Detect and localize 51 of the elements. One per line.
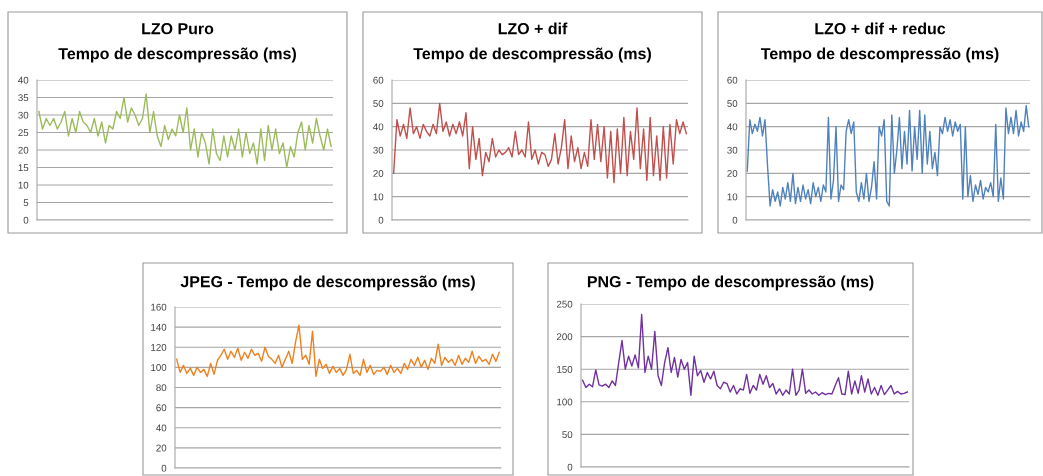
y-tick-label: 40 bbox=[373, 123, 384, 131]
y-tick-label: 50 bbox=[562, 431, 573, 439]
y-tick-label: 20 bbox=[156, 444, 167, 452]
y-tick-label: 200 bbox=[556, 333, 573, 341]
line-series bbox=[392, 102, 688, 184]
line-series bbox=[38, 93, 332, 169]
y-tick-label: 10 bbox=[727, 193, 738, 201]
y-tick-label: 20 bbox=[727, 170, 738, 177]
y-tick-label: 50 bbox=[373, 100, 384, 107]
y-tick-label: 30 bbox=[373, 146, 384, 154]
y-tick-label: 160 bbox=[151, 303, 167, 311]
y-tick-label: 40 bbox=[18, 76, 29, 84]
y-tick-label: 20 bbox=[18, 146, 29, 154]
y-tick-label: 60 bbox=[156, 404, 167, 412]
y-tick-label: 40 bbox=[156, 424, 167, 432]
line-series bbox=[581, 313, 909, 396]
y-tick-label: 100 bbox=[557, 398, 573, 406]
y-tick-label: 40 bbox=[727, 123, 738, 131]
y-tick-label: 100 bbox=[151, 364, 167, 371]
chart-title: PNG - Tempo de descompressão (ms) bbox=[587, 275, 874, 291]
y-tick-label: 30 bbox=[18, 111, 29, 119]
y-tick-label: 25 bbox=[18, 129, 29, 137]
y-tick-label: 10 bbox=[373, 193, 384, 201]
y-tick-label: 0 bbox=[23, 216, 29, 224]
chart-title: LZO Puro bbox=[142, 22, 214, 35]
y-tick-label: 60 bbox=[373, 76, 384, 84]
y-tick-label: 0 bbox=[567, 463, 573, 471]
chart-title: LZO + dif + reduc bbox=[815, 22, 946, 35]
y-tick-label: 35 bbox=[18, 94, 29, 102]
y-tick-label: 0 bbox=[732, 216, 738, 224]
y-tick-label: 120 bbox=[151, 343, 167, 351]
y-tick-label: 30 bbox=[727, 146, 738, 154]
y-tick-label: 50 bbox=[727, 100, 738, 107]
chart-title: JPEG - Tempo de descompressão (ms) bbox=[180, 275, 475, 291]
chart-subtitle: Tempo de descompressão (ms) bbox=[760, 47, 999, 63]
y-tick-label: 0 bbox=[378, 216, 384, 224]
chart-subtitle: Tempo de descompressão (ms) bbox=[413, 47, 651, 63]
chart-title: LZO + dif bbox=[498, 22, 568, 35]
y-tick-label: 10 bbox=[18, 181, 29, 189]
y-tick-label: 150 bbox=[557, 365, 573, 373]
y-tick-label: 0 bbox=[161, 464, 167, 472]
y-tick-label: 15 bbox=[18, 164, 29, 172]
line-series bbox=[746, 104, 1030, 207]
y-tick-label: 80 bbox=[156, 384, 167, 392]
y-tick-label: 60 bbox=[727, 76, 738, 84]
y-tick-label: 250 bbox=[556, 300, 573, 308]
y-tick-label: 5 bbox=[23, 199, 29, 207]
y-tick-label: 140 bbox=[151, 323, 167, 331]
y-tick-label: 20 bbox=[373, 170, 384, 177]
line-series bbox=[176, 324, 500, 378]
chart-subtitle: Tempo de descompressão (ms) bbox=[58, 47, 296, 63]
